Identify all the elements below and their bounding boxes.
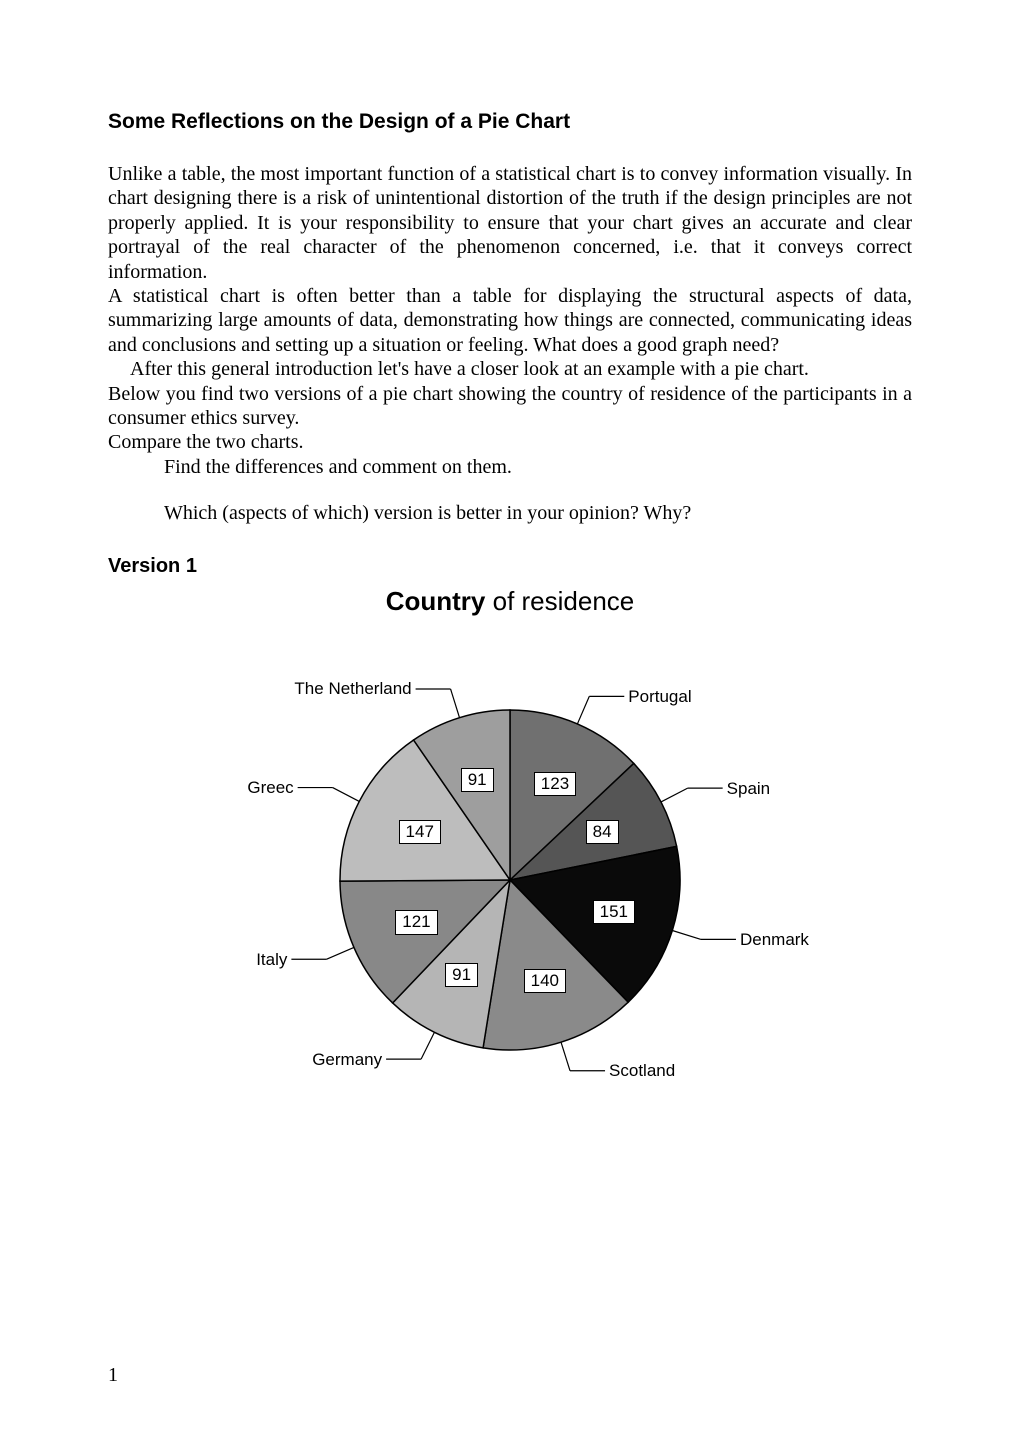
value-box: 151: [593, 900, 635, 924]
pie-chart: [340, 710, 680, 1050]
value-box: 91: [445, 963, 478, 987]
slice-label: Germany: [312, 1050, 382, 1070]
task-1: Find the differences and comment on them…: [108, 455, 912, 479]
paragraph-1: Unlike a table, the most important funct…: [108, 162, 912, 284]
value-box: 123: [534, 772, 576, 796]
slice-label: The Netherland: [294, 679, 411, 699]
paragraph-2: A statistical chart is often better than…: [108, 284, 912, 357]
paragraph-3: After this general introduction let's ha…: [108, 357, 912, 381]
slice-label: Italy: [256, 950, 287, 970]
slice-label: Scotland: [609, 1061, 675, 1081]
slice-label: Greec: [247, 778, 293, 798]
document-title: Some Reflections on the Design of a Pie …: [108, 110, 912, 134]
task-2: Which (aspects of which) version is bett…: [108, 501, 912, 525]
slice-label: Spain: [727, 779, 770, 799]
slice-label: Denmark: [740, 930, 809, 950]
page: Some Reflections on the Design of a Pie …: [0, 0, 1020, 1443]
pie-chart-area: 123841511409112114791PortugalSpainDenmar…: [220, 665, 800, 1145]
compare-line: Compare the two charts.: [108, 430, 912, 454]
value-box: 140: [524, 969, 566, 993]
chart-container: Country of residence 123 84 151 140 91 121 147…: [220, 586, 800, 1145]
chart-title: Country of residence: [220, 586, 800, 617]
slice-label: Portugal: [628, 687, 691, 707]
chart-title-rest: of residence: [485, 586, 634, 616]
value-box: 91: [461, 768, 494, 792]
chart-title-bold: Country: [386, 586, 486, 616]
value-box: 121: [395, 910, 437, 934]
version-heading: Version 1: [108, 555, 912, 578]
value-box: 84: [586, 820, 619, 844]
page-number: 1: [108, 1364, 118, 1387]
value-box: 147: [399, 820, 441, 844]
paragraph-4: Below you find two versions of a pie cha…: [108, 382, 912, 431]
